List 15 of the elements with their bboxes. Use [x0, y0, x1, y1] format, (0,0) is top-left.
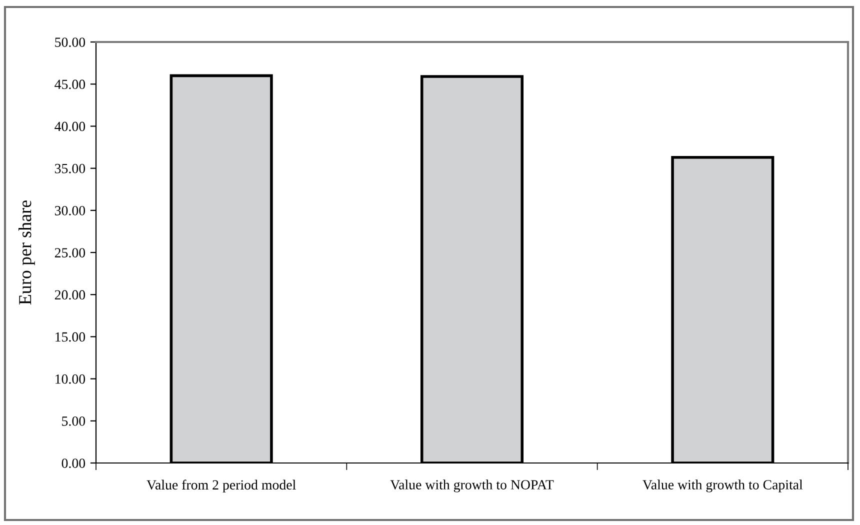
- y-axis-title: Euro per share: [18, 200, 35, 305]
- x-tick-label: Value from 2 period model: [146, 480, 296, 492]
- x-tick-label: Value with growth to NOPAT: [390, 480, 554, 492]
- y-tick-label: 5.00: [62, 416, 86, 426]
- y-tick-label: 35.00: [54, 164, 86, 174]
- y-tick-label: 20.00: [54, 290, 86, 300]
- x-tick-label: Value with growth to Capital: [642, 480, 803, 492]
- y-tick-label: 25.00: [54, 248, 86, 258]
- y-tick-label: 0.00: [62, 458, 86, 468]
- y-tick-label: 15.00: [56, 332, 86, 342]
- y-tick-label: 45.00: [54, 80, 86, 90]
- y-tick-label: 10.00: [56, 374, 86, 384]
- y-tick-label: 40.00: [54, 122, 86, 132]
- y-tick-label: 30.00: [54, 206, 86, 216]
- y-tick-label: 50.00: [55, 38, 86, 48]
